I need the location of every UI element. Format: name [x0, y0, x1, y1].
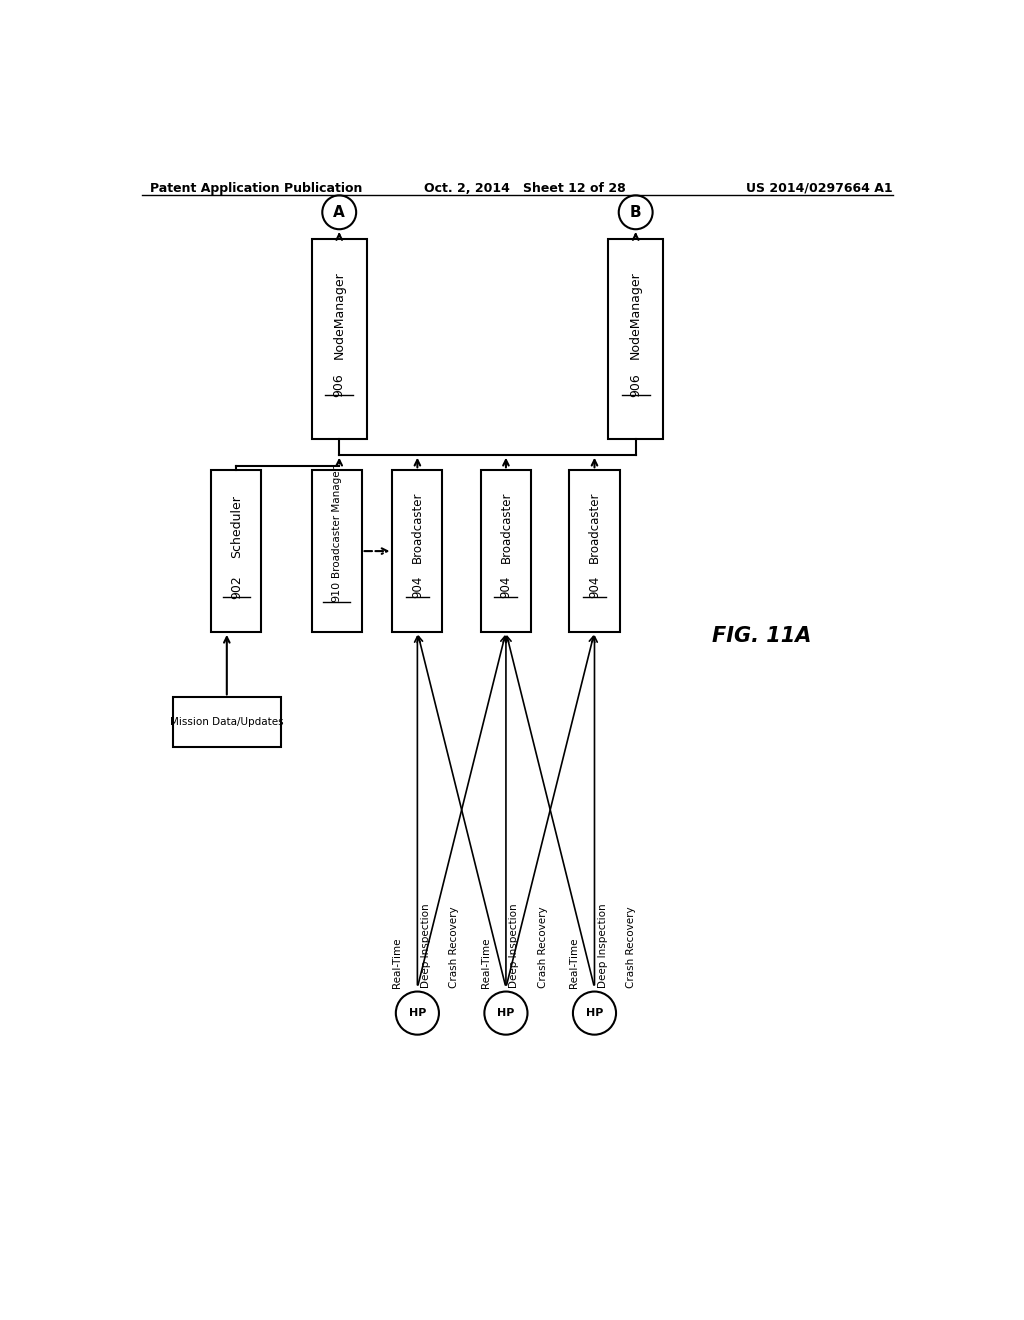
- Text: Crash Recovery: Crash Recovery: [450, 906, 460, 987]
- Text: Broadcaster: Broadcaster: [588, 491, 601, 562]
- Text: A: A: [334, 205, 345, 220]
- FancyBboxPatch shape: [608, 239, 664, 440]
- Text: Crash Recovery: Crash Recovery: [627, 906, 637, 987]
- Text: 904: 904: [588, 576, 601, 598]
- FancyBboxPatch shape: [211, 470, 261, 632]
- Text: Real-Time: Real-Time: [569, 937, 580, 987]
- Text: HP: HP: [409, 1008, 426, 1018]
- Text: Crash Recovery: Crash Recovery: [538, 906, 548, 987]
- Text: B: B: [630, 205, 641, 220]
- Text: Broadcaster Manager: Broadcaster Manager: [332, 466, 342, 578]
- Text: Deep Inspection: Deep Inspection: [509, 903, 519, 987]
- Text: 904: 904: [500, 576, 512, 598]
- Text: Patent Application Publication: Patent Application Publication: [150, 182, 362, 194]
- Text: Broadcaster: Broadcaster: [411, 491, 424, 562]
- Text: US 2014/0297664 A1: US 2014/0297664 A1: [746, 182, 893, 194]
- Text: Oct. 2, 2014   Sheet 12 of 28: Oct. 2, 2014 Sheet 12 of 28: [424, 182, 626, 194]
- Text: Mission Data/Updates: Mission Data/Updates: [170, 718, 284, 727]
- Text: 902: 902: [230, 574, 243, 598]
- Text: HP: HP: [586, 1008, 603, 1018]
- FancyBboxPatch shape: [311, 470, 361, 632]
- Text: 906: 906: [629, 374, 642, 397]
- Text: 904: 904: [411, 576, 424, 598]
- FancyBboxPatch shape: [569, 470, 620, 632]
- Text: Broadcaster: Broadcaster: [500, 491, 512, 562]
- Text: 906: 906: [333, 374, 346, 397]
- Text: Real-Time: Real-Time: [392, 937, 402, 987]
- FancyBboxPatch shape: [392, 470, 442, 632]
- Text: 910: 910: [332, 581, 342, 602]
- Text: Deep Inspection: Deep Inspection: [421, 903, 431, 987]
- Text: Scheduler: Scheduler: [230, 495, 243, 558]
- Text: NodeManager: NodeManager: [333, 272, 346, 359]
- Text: FIG. 11A: FIG. 11A: [712, 626, 811, 645]
- FancyBboxPatch shape: [481, 470, 531, 632]
- Text: HP: HP: [498, 1008, 515, 1018]
- Text: Deep Inspection: Deep Inspection: [598, 903, 608, 987]
- Text: NodeManager: NodeManager: [629, 272, 642, 359]
- FancyBboxPatch shape: [173, 697, 281, 747]
- FancyBboxPatch shape: [311, 239, 367, 440]
- Text: Real-Time: Real-Time: [481, 937, 490, 987]
